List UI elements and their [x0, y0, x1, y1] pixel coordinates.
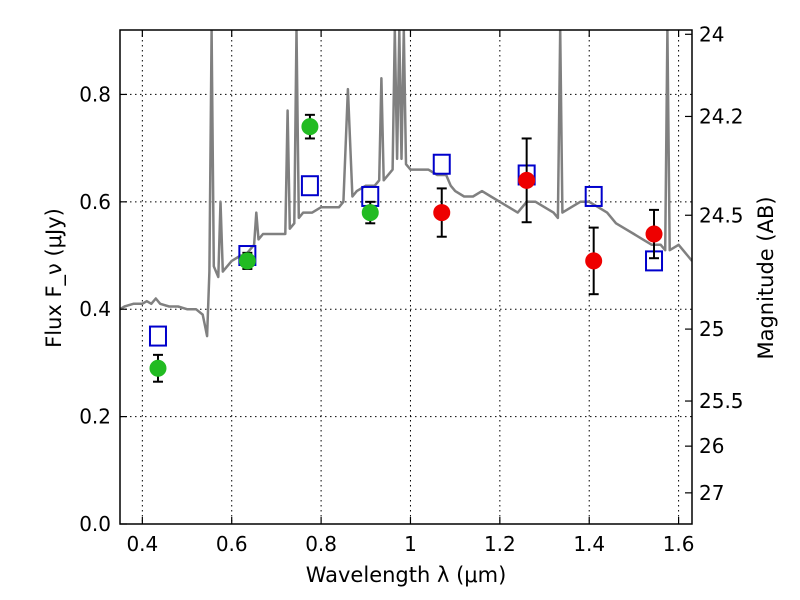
- x-axis-label: Wavelength λ (μm): [306, 563, 507, 587]
- y2-tick-label: 27: [699, 481, 724, 505]
- axes: 0.4 0.6 0.8 1 1.2 1.4 1.6 0.0 0.2 0.4 0.6 0.8 24 24.2…: [79, 22, 743, 556]
- red-data-point: [645, 225, 663, 243]
- y-tick-label: 0.2: [79, 405, 111, 429]
- y-tick-label: 0.8: [79, 82, 111, 106]
- y2-tick-label: 25.5: [699, 389, 744, 413]
- x-tick-label: 1.6: [663, 532, 695, 556]
- model-square-marker: [300, 175, 319, 197]
- green-data-point: [149, 359, 167, 377]
- y2-tick-label: 24.5: [699, 203, 744, 227]
- y2-axis-label: Magnitude (AB): [754, 196, 778, 359]
- green-data-point: [361, 204, 379, 222]
- y2-tick-label: 24.2: [699, 104, 744, 128]
- y2-tick-label: 24: [699, 22, 724, 46]
- plot-area: [120, 30, 692, 383]
- x-tick-label: 1.2: [484, 532, 516, 556]
- model-square-marker: [584, 185, 603, 207]
- plot-frame: [119, 29, 693, 525]
- y2-tick-label: 26: [699, 434, 724, 458]
- x-tick-label: 0.6: [216, 532, 248, 556]
- spectrum-line: [120, 30, 692, 338]
- y-tick-label: 0.0: [79, 512, 111, 536]
- red-data-point: [518, 171, 536, 189]
- green-data-point: [301, 118, 319, 136]
- y2-tick-label: 25: [699, 317, 724, 341]
- x-tick-label: 0.4: [126, 532, 158, 556]
- y-axis-label: Flux F_ν (μJy): [42, 208, 67, 348]
- red-data-point: [433, 204, 451, 222]
- x-tick-label: 0.8: [305, 532, 337, 556]
- model-square-marker: [148, 325, 167, 347]
- green-data-point: [238, 252, 256, 270]
- y-tick-label: 0.6: [79, 190, 111, 214]
- x-tick-label: 1: [404, 532, 417, 556]
- model-square-marker: [432, 153, 451, 175]
- x-tick-label: 1.4: [573, 532, 605, 556]
- red-data-point: [585, 252, 603, 270]
- y-tick-label: 0.4: [79, 297, 111, 321]
